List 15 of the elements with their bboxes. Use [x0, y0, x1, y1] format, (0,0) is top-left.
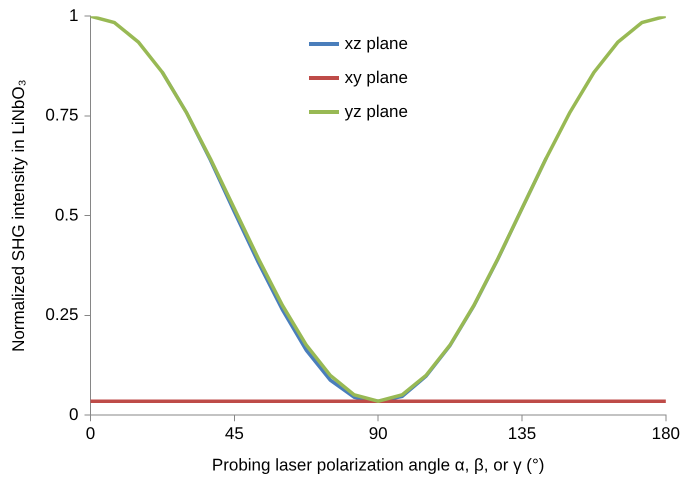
x-tick-label: 90 — [368, 424, 388, 444]
y-tick-label: 0.5 — [54, 205, 78, 224]
y-tick-label: 0 — [69, 404, 78, 424]
x-axis-title: Probing laser polarization angle α, β, or γ (°) — [212, 455, 544, 474]
legend-label: xy plane — [344, 68, 408, 88]
x-tick-label: 180 — [652, 424, 680, 444]
x-tick-label: 45 — [224, 424, 244, 444]
y-tick-label: 0.25 — [45, 305, 78, 324]
legend-label: yz plane — [344, 102, 408, 122]
legend-label: xz plane — [344, 34, 408, 54]
x-tick-label: 135 — [508, 424, 536, 444]
x-tick-label: 0 — [86, 424, 96, 444]
y-tick-label: 0.75 — [45, 106, 78, 125]
y-axis-title: Normalized SHG intensity in LiNbO₃ — [8, 79, 28, 352]
y-tick-label: 1 — [69, 6, 78, 25]
